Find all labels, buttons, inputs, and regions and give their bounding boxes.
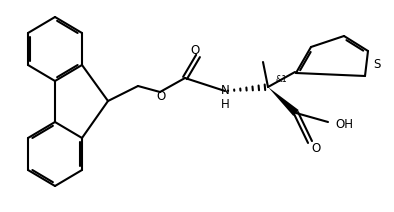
Text: O: O <box>311 141 321 155</box>
Text: N: N <box>221 84 229 96</box>
Text: S: S <box>373 59 380 71</box>
Text: &1: &1 <box>276 74 288 84</box>
Text: H: H <box>221 98 229 111</box>
Text: O: O <box>190 43 200 57</box>
Text: OH: OH <box>335 119 353 131</box>
Polygon shape <box>268 87 299 116</box>
Text: O: O <box>156 91 165 103</box>
